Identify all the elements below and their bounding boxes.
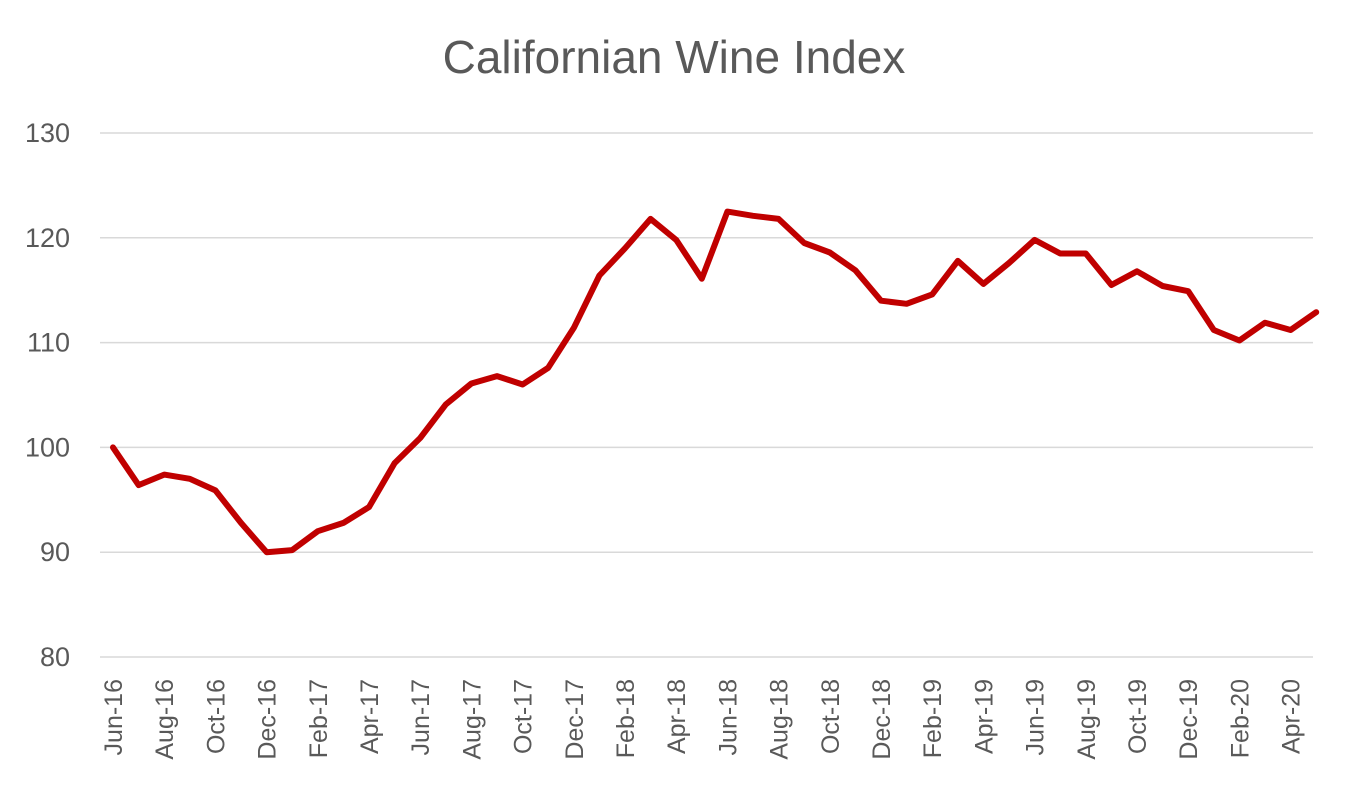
data-point xyxy=(417,435,423,441)
series-line-0 xyxy=(110,208,1320,556)
x-tick-label: Feb-17 xyxy=(305,679,333,758)
data-point xyxy=(776,216,782,222)
y-tick-label: 80 xyxy=(40,642,70,672)
data-point xyxy=(110,444,116,450)
x-tick-label: Feb-20 xyxy=(1226,679,1254,758)
x-tick-label: Feb-18 xyxy=(612,679,640,758)
x-tick-label: Dec-17 xyxy=(561,679,589,760)
y-axis-ticks: 80 90 100 110 120 130 xyxy=(25,118,70,672)
data-point xyxy=(1160,283,1166,289)
data-point xyxy=(443,401,449,407)
data-point xyxy=(1288,327,1294,333)
data-point xyxy=(801,240,807,246)
data-point xyxy=(1211,327,1217,333)
data-point xyxy=(1134,268,1140,274)
data-point xyxy=(366,504,372,510)
data-point xyxy=(596,273,602,279)
data-point xyxy=(955,258,961,264)
data-point xyxy=(1108,282,1114,288)
x-tick-label: Apr-20 xyxy=(1278,679,1306,754)
data-point xyxy=(648,216,654,222)
data-point xyxy=(136,482,142,488)
data-point xyxy=(392,460,398,466)
data-point xyxy=(212,487,218,493)
x-tick-label: Apr-17 xyxy=(356,679,384,754)
data-point xyxy=(980,281,986,287)
y-tick-label: 90 xyxy=(40,537,70,567)
x-tick-label: Jun-19 xyxy=(1022,679,1050,755)
y-tick-label: 100 xyxy=(25,432,70,462)
data-point xyxy=(852,267,858,273)
data-point xyxy=(468,380,474,386)
gridlines xyxy=(100,132,1313,658)
data-point xyxy=(673,237,679,243)
x-tick-label: Dec-19 xyxy=(1175,679,1203,760)
x-tick-label: Apr-19 xyxy=(970,679,998,754)
data-point xyxy=(904,301,910,307)
data-point xyxy=(289,547,295,553)
x-tick-label: Dec-16 xyxy=(254,679,282,760)
x-tick-label: Apr-18 xyxy=(663,679,691,754)
x-tick-label: Dec-18 xyxy=(868,679,896,760)
data-point xyxy=(340,520,346,526)
chart-title: Californian Wine Index xyxy=(442,31,906,83)
x-tick-label: Oct-17 xyxy=(510,679,538,754)
data-point xyxy=(1083,251,1089,257)
x-tick-label: Jun-17 xyxy=(407,679,435,755)
data-point xyxy=(750,213,756,219)
data-point xyxy=(1236,338,1242,344)
series-layer xyxy=(110,208,1320,556)
data-point xyxy=(724,209,730,215)
data-point xyxy=(1313,309,1319,315)
x-tick-label: Feb-19 xyxy=(919,679,947,758)
data-point xyxy=(238,520,244,526)
y-tick-label: 130 xyxy=(25,118,70,148)
data-point xyxy=(161,472,167,478)
data-point xyxy=(1185,288,1191,294)
x-tick-label: Oct-19 xyxy=(1124,679,1152,754)
y-tick-label: 110 xyxy=(27,328,70,358)
data-point xyxy=(571,325,577,331)
data-point xyxy=(1057,251,1063,257)
x-tick-label: Oct-18 xyxy=(817,679,845,754)
data-point xyxy=(315,528,321,534)
data-point xyxy=(929,291,935,297)
data-point xyxy=(622,245,628,251)
data-point xyxy=(545,365,551,371)
x-tick-label: Oct-16 xyxy=(202,679,230,754)
data-point xyxy=(187,476,193,482)
data-point xyxy=(1006,260,1012,266)
x-tick-label: Aug-17 xyxy=(458,679,486,760)
data-point xyxy=(1032,237,1038,243)
x-tick-label: Aug-16 xyxy=(151,679,179,760)
x-tick-label: Aug-18 xyxy=(766,679,794,760)
data-point xyxy=(699,276,705,282)
y-tick-label: 120 xyxy=(25,223,70,253)
x-axis-ticks: Jun-16 Aug-16 Oct-16 Dec-16 Feb-17 Apr-17 Jun-… xyxy=(100,679,1306,760)
data-point xyxy=(827,249,833,255)
x-tick-label: Aug-19 xyxy=(1073,679,1101,760)
data-point xyxy=(1262,320,1268,326)
x-tick-label: Jun-18 xyxy=(714,679,742,755)
x-tick-label: Jun-16 xyxy=(100,679,128,755)
data-point xyxy=(494,373,500,379)
data-point xyxy=(878,298,884,304)
data-point xyxy=(264,549,270,555)
data-point xyxy=(520,382,526,388)
